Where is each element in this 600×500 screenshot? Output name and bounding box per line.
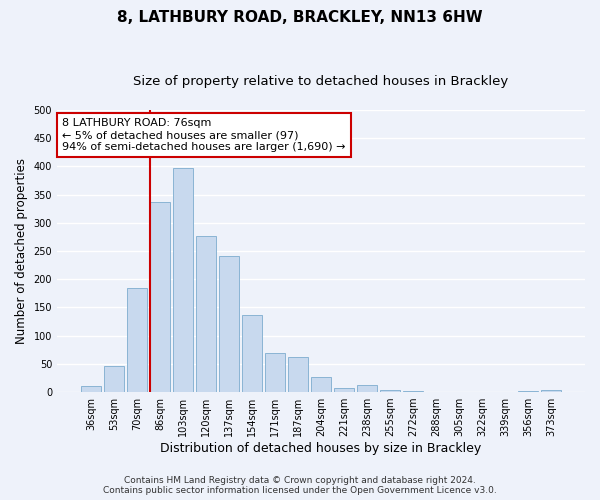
- Y-axis label: Number of detached properties: Number of detached properties: [15, 158, 28, 344]
- Bar: [219, 256, 239, 392]
- Text: Contains HM Land Registry data © Crown copyright and database right 2024.
Contai: Contains HM Land Registry data © Crown c…: [103, 476, 497, 495]
- Bar: [288, 357, 308, 392]
- Bar: [127, 288, 146, 392]
- Bar: [242, 315, 262, 392]
- Bar: [311, 377, 331, 392]
- Bar: [357, 386, 377, 392]
- Text: 8, LATHBURY ROAD, BRACKLEY, NN13 6HW: 8, LATHBURY ROAD, BRACKLEY, NN13 6HW: [117, 10, 483, 25]
- Bar: [541, 390, 561, 392]
- Bar: [265, 352, 285, 392]
- Bar: [81, 386, 101, 392]
- Bar: [334, 388, 354, 392]
- Bar: [518, 391, 538, 392]
- Bar: [380, 390, 400, 392]
- Title: Size of property relative to detached houses in Brackley: Size of property relative to detached ho…: [133, 75, 509, 88]
- X-axis label: Distribution of detached houses by size in Brackley: Distribution of detached houses by size …: [160, 442, 482, 455]
- Bar: [173, 168, 193, 392]
- Bar: [150, 202, 170, 392]
- Text: 8 LATHBURY ROAD: 76sqm
← 5% of detached houses are smaller (97)
94% of semi-deta: 8 LATHBURY ROAD: 76sqm ← 5% of detached …: [62, 118, 346, 152]
- Bar: [104, 366, 124, 392]
- Bar: [403, 391, 423, 392]
- Bar: [196, 236, 216, 392]
